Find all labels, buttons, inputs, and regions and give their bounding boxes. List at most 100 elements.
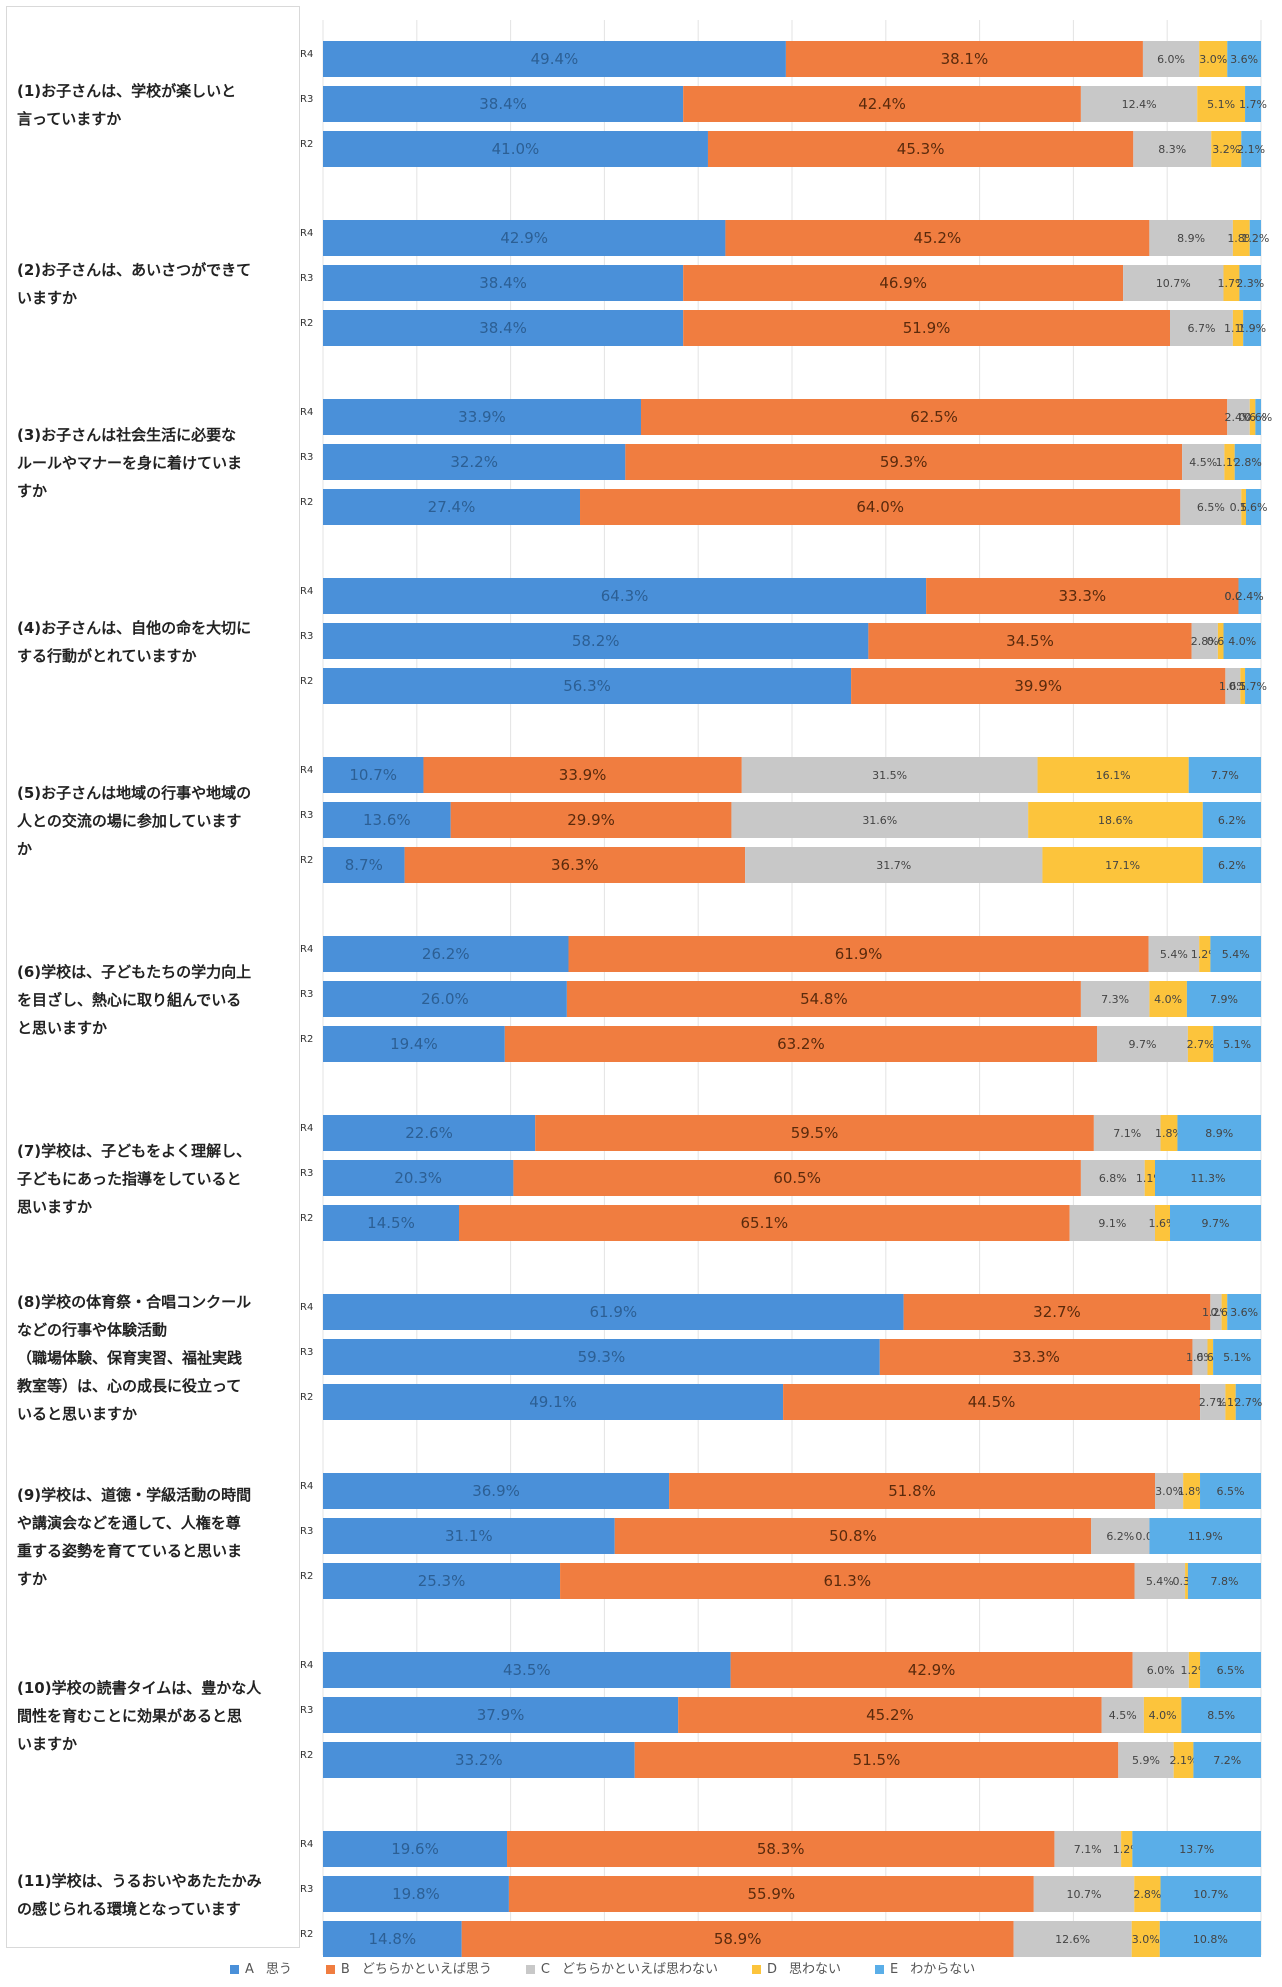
data-label: 55.9%	[748, 1885, 796, 1903]
data-label: 31.7%	[876, 859, 911, 872]
bar-segment-C	[1133, 131, 1212, 167]
year-label: R2	[300, 1392, 313, 1403]
bar-segment-C	[1225, 668, 1241, 704]
bar-segment-D	[1249, 399, 1256, 435]
bar-segment-E	[1213, 1026, 1261, 1062]
bar-segment-C	[1033, 1876, 1135, 1912]
bar-segment-C	[1148, 936, 1200, 972]
data-label: 46.9%	[879, 274, 927, 292]
data-label: 26.0%	[421, 990, 469, 1008]
data-label: 37.9%	[477, 1706, 525, 1724]
data-label: 59.3%	[880, 453, 928, 471]
data-label: 8.9%	[1177, 232, 1205, 245]
data-label: 33.3%	[1058, 587, 1106, 605]
bar-segment-A	[323, 86, 684, 122]
year-label: R2	[300, 318, 313, 329]
data-label: 33.3%	[1012, 1348, 1060, 1366]
bar-segment-E	[1235, 1384, 1261, 1420]
data-label: 62.5%	[910, 408, 958, 426]
question-label: (2)お子さんは、あいさつができて いますか	[17, 261, 252, 307]
bar-segment-C	[1191, 623, 1218, 659]
year-label: R3	[300, 810, 313, 821]
bar-segment-B	[580, 489, 1181, 525]
data-label: 59.3%	[578, 1348, 626, 1366]
data-label: 29.9%	[567, 811, 615, 829]
data-label: 2.8%	[1234, 456, 1262, 469]
bar-segment-E	[1187, 1563, 1261, 1599]
bar-segment-E	[1200, 1473, 1261, 1509]
bar-segment-D	[1121, 1831, 1133, 1867]
data-label: 9.1%	[1098, 1217, 1126, 1230]
bar-segment-B	[683, 86, 1081, 122]
data-label: 65.1%	[741, 1214, 789, 1232]
bar-segment-A	[323, 444, 626, 480]
data-label: 3.0%	[1155, 1485, 1183, 1498]
data-label: 58.2%	[572, 632, 620, 650]
legend-item-E: E わからない	[874, 1958, 975, 1977]
bar-segment-B	[851, 668, 1226, 704]
bar-segment-E	[1227, 1294, 1261, 1330]
year-label: R4	[300, 1123, 313, 1134]
legend-marker: C	[540, 1962, 550, 1977]
data-label: 6.8%	[1099, 1172, 1127, 1185]
data-label: 58.3%	[757, 1840, 805, 1858]
data-label: 38.4%	[479, 319, 527, 337]
legend-item-B: B どちらかといえば思う	[325, 1958, 492, 1977]
data-label: 64.3%	[601, 587, 649, 605]
data-label: 4.0%	[1154, 993, 1182, 1006]
data-label: 5.4%	[1146, 1575, 1174, 1588]
data-label: 2.1%	[1170, 1754, 1198, 1767]
year-label: R4	[300, 944, 313, 955]
bar-segment-A	[323, 668, 852, 704]
bar-segment-D	[1149, 981, 1187, 1017]
year-label: R4	[300, 765, 313, 776]
data-label: 2.7%	[1187, 1038, 1215, 1051]
data-label: 19.4%	[390, 1035, 438, 1053]
bar-segment-B	[669, 1473, 1156, 1509]
year-label: R4	[300, 1839, 313, 1850]
bar-segment-D	[1155, 1205, 1171, 1241]
year-label: R3	[300, 1884, 313, 1895]
data-label: 12.6%	[1055, 1933, 1090, 1946]
bar-segment-A	[323, 1115, 536, 1151]
data-label: 11.9%	[1188, 1530, 1223, 1543]
data-label: 3.0%	[1199, 53, 1227, 66]
data-label: 2.4%	[1225, 411, 1253, 424]
year-label: R2	[300, 1750, 313, 1761]
bar-segment-B	[513, 1160, 1081, 1196]
bar-segment-E	[1202, 802, 1261, 838]
question-label: (10)学校の読書タイムは、豊かな人 間性を育むことに効果があると思 いますか	[17, 1679, 262, 1753]
legend-item-D: D 思わない	[751, 1958, 841, 1977]
bar-segment-C	[1170, 310, 1233, 346]
bar-segment-C	[1210, 1294, 1222, 1330]
year-label: R2	[300, 1213, 313, 1224]
legend-marker: D	[766, 1962, 777, 1977]
year-label: R3	[300, 273, 313, 284]
bar-segment-A	[323, 1339, 880, 1375]
data-label: 31.1%	[445, 1527, 493, 1545]
bar-segment-C	[741, 757, 1038, 793]
data-label: 50.8%	[829, 1527, 877, 1545]
data-label: 61.3%	[823, 1572, 871, 1590]
bar-segment-B	[683, 265, 1124, 301]
data-label: 34.5%	[1006, 632, 1054, 650]
data-label: 38.1%	[941, 50, 989, 68]
data-label: 7.9%	[1210, 993, 1238, 1006]
data-label: 1.6%	[1149, 1217, 1177, 1230]
bar-segment-E	[1155, 1160, 1261, 1196]
bar-segment-E	[1213, 1339, 1261, 1375]
data-label: 51.9%	[903, 319, 951, 337]
legend-marker: A	[245, 1962, 254, 1977]
year-label: R4	[300, 228, 313, 239]
bar-segment-C	[745, 847, 1043, 883]
data-label: 19.6%	[391, 1840, 439, 1858]
bar-segment-A	[323, 1205, 460, 1241]
bar-segment-B	[707, 131, 1134, 167]
bar-segment-D	[1143, 1697, 1182, 1733]
data-label: 59.5%	[791, 1124, 839, 1142]
bar-segment-A	[323, 1518, 615, 1554]
legend-swatch	[874, 1965, 884, 1974]
bar-segment-C	[1123, 265, 1224, 301]
bar-segment-A	[323, 220, 726, 256]
legend-marker: B	[340, 1962, 350, 1977]
